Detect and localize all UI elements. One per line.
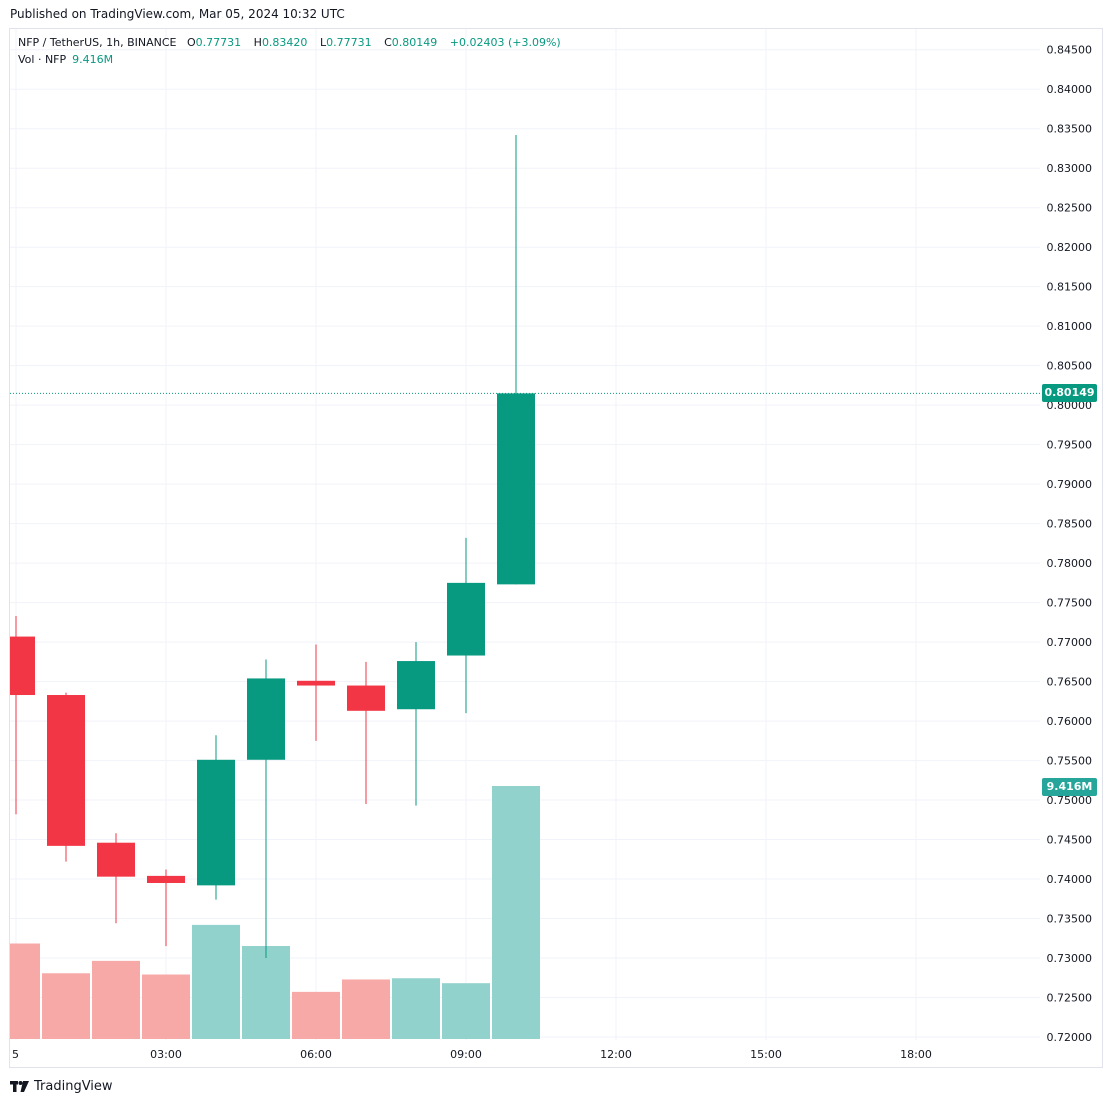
volume-bar xyxy=(242,945,290,1039)
volume-tag: 9.416M xyxy=(1042,778,1097,796)
close-label: C xyxy=(384,36,392,49)
tradingview-branding[interactable]: TradingView xyxy=(10,1076,113,1096)
volume-bar xyxy=(342,979,390,1039)
open-label: O xyxy=(186,36,196,49)
volume-bar xyxy=(442,983,490,1039)
price-tick-label: 0.79500 xyxy=(1047,439,1093,452)
time-tick-label: 18:00 xyxy=(900,1048,932,1061)
price-tick-label: 0.78000 xyxy=(1047,557,1093,570)
price-tick-label: 0.76000 xyxy=(1047,715,1093,728)
candle-series xyxy=(10,135,535,959)
open-value: 0.77731 xyxy=(195,36,242,49)
tradingview-logo-icon xyxy=(10,1080,29,1092)
price-tick-label: 0.77000 xyxy=(1047,636,1093,649)
time-tick-label: 12:00 xyxy=(600,1048,632,1061)
candle-body xyxy=(497,393,535,585)
price-tick-label: 0.80500 xyxy=(1047,360,1093,373)
price-tick-label: 0.73500 xyxy=(1047,913,1093,926)
price-tick-label: 0.83000 xyxy=(1047,162,1093,175)
high-label: H xyxy=(253,36,262,49)
volume-bar xyxy=(292,991,340,1039)
volume-bar xyxy=(92,960,140,1039)
price-tick-label: 0.79000 xyxy=(1047,478,1093,491)
chart-frame xyxy=(9,28,1103,1068)
candle-body xyxy=(147,875,185,883)
volume-label[interactable]: Vol · NFP xyxy=(18,53,67,66)
candle-body xyxy=(447,582,485,656)
volume-value: 9.416M xyxy=(72,53,114,66)
volume-bar xyxy=(142,974,190,1039)
price-tick-label: 0.84500 xyxy=(1047,44,1093,57)
volume-bar xyxy=(492,786,540,1039)
price-tick-label: 0.76500 xyxy=(1047,676,1093,689)
published-info: Published on TradingView.com, Mar 05, 20… xyxy=(10,7,345,21)
close-value: 0.80149 xyxy=(391,36,438,49)
price-tick-label: 0.74500 xyxy=(1047,834,1093,847)
price-tick-label: 0.81500 xyxy=(1047,281,1093,294)
volume-bar xyxy=(42,973,90,1039)
candle-body xyxy=(47,695,85,846)
time-tick-label: 06:00 xyxy=(300,1048,332,1061)
price-tick-label: 0.75500 xyxy=(1047,755,1093,768)
symbol-title[interactable]: NFP / TetherUS, 1h, BINANCE xyxy=(18,36,177,49)
time-tick-label: 03:00 xyxy=(150,1048,182,1061)
price-tick-label: 0.74000 xyxy=(1047,873,1093,886)
volume-bar xyxy=(10,943,40,1039)
volume-bar xyxy=(192,924,240,1039)
time-tick-label: 5 xyxy=(12,1048,19,1061)
price-tick-label: 0.82500 xyxy=(1047,202,1093,215)
price-tick-label: 0.82000 xyxy=(1047,241,1093,254)
volume-series xyxy=(10,786,540,1039)
time-axis[interactable]: 5 03:00 06:00 09:00 12:00 15:00 18:00 xyxy=(12,1048,932,1061)
price-tick-label: 0.83500 xyxy=(1047,123,1093,136)
candle-body xyxy=(247,678,285,760)
candle-body xyxy=(97,842,135,877)
last-price-tag: 0.80149 xyxy=(1042,384,1097,403)
low-value: 0.77731 xyxy=(326,36,372,49)
candle-body xyxy=(347,685,385,711)
high-value: 0.83420 xyxy=(261,36,308,49)
chart-legend: NFP / TetherUS, 1h, BINANCE O0.77731 H0.… xyxy=(18,34,570,68)
tradingview-wordmark: TradingView xyxy=(34,1078,113,1094)
time-tick-label: 15:00 xyxy=(750,1048,782,1061)
candle-body xyxy=(197,759,235,886)
low-label: L xyxy=(319,36,327,49)
time-tick-label: 09:00 xyxy=(450,1048,482,1061)
price-tick-label: 0.84000 xyxy=(1047,83,1093,96)
price-tick-label: 0.72000 xyxy=(1047,1031,1093,1044)
price-tick-label: 0.75000 xyxy=(1047,794,1093,807)
volume-bar xyxy=(392,978,440,1039)
volume-legend-row: Vol · NFP 9.416M xyxy=(18,51,570,68)
price-tick-label: 0.77500 xyxy=(1047,597,1093,610)
candle-body xyxy=(297,680,335,686)
price-tick-label: 0.80000 xyxy=(1047,399,1093,412)
candle-body xyxy=(397,661,435,710)
change-value: +0.02403 (+3.09%) xyxy=(449,36,561,49)
price-tick-label: 0.72500 xyxy=(1047,992,1093,1005)
price-tick-label: 0.73000 xyxy=(1047,952,1093,965)
price-tick-label: 0.78500 xyxy=(1047,518,1093,531)
ohlc-legend-row: NFP / TetherUS, 1h, BINANCE O0.77731 H0.… xyxy=(18,34,570,51)
price-tick-label: 0.81000 xyxy=(1047,320,1093,333)
candle-body xyxy=(10,636,35,696)
price-axis[interactable]: 0.72000 0.72500 0.73000 0.73500 0.74000 0.745… xyxy=(1047,44,1093,1044)
